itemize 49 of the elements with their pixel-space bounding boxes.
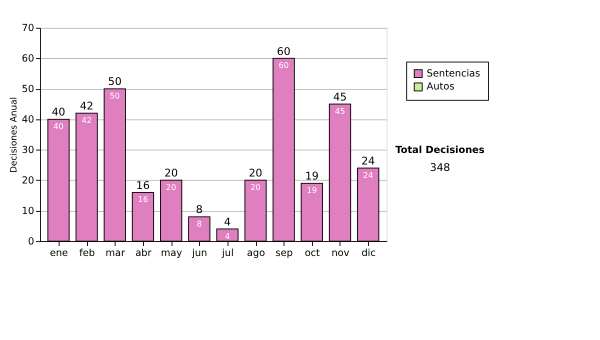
data-label: 20 bbox=[166, 182, 176, 192]
data-label: 40 bbox=[53, 122, 64, 132]
y-tick-label: 50 bbox=[22, 84, 34, 95]
y-tick-label: 30 bbox=[22, 144, 34, 156]
x-tick-label: sep bbox=[276, 248, 293, 259]
y-tick-label: 10 bbox=[22, 206, 34, 217]
total-label: 42 bbox=[80, 100, 94, 113]
x-tick-label: jul bbox=[221, 248, 234, 259]
data-label: 8 bbox=[196, 220, 202, 229]
data-label: 16 bbox=[138, 195, 148, 204]
total-label: 4 bbox=[224, 215, 232, 228]
total-label: 50 bbox=[108, 75, 122, 88]
y-tick-label: 60 bbox=[22, 53, 34, 64]
x-tick-label: ene bbox=[50, 248, 68, 259]
total-label: 45 bbox=[333, 90, 347, 104]
data-label: 60 bbox=[278, 61, 289, 70]
x-tick-label: nov bbox=[331, 248, 350, 259]
y-tick-label: 0 bbox=[28, 236, 34, 248]
y-tick-label: 40 bbox=[22, 114, 34, 126]
total-label: 19 bbox=[305, 170, 319, 183]
x-tick-label: dic bbox=[361, 248, 376, 259]
x-tick-label: oct bbox=[304, 248, 320, 259]
data-label: 4 bbox=[224, 232, 230, 241]
data-label: 42 bbox=[82, 116, 92, 125]
total-label: 8 bbox=[196, 203, 203, 216]
data-label: 20 bbox=[250, 182, 261, 192]
text: Total Decisiones bbox=[395, 145, 485, 156]
total-label: 60 bbox=[276, 44, 291, 58]
data-label: 19 bbox=[306, 186, 317, 196]
data-label: 50 bbox=[110, 92, 120, 101]
x-tick-label: jun bbox=[191, 248, 208, 259]
x-tick-label: ago bbox=[246, 248, 266, 259]
total-label: 20 bbox=[248, 166, 263, 180]
data-label: 45 bbox=[334, 106, 346, 116]
text: 348 bbox=[430, 160, 450, 174]
x-tick-label: abr bbox=[135, 248, 152, 259]
total-label: 24 bbox=[361, 154, 376, 168]
total-label: 16 bbox=[136, 178, 150, 192]
total-label: 40 bbox=[52, 106, 66, 119]
x-tick-label: mar bbox=[106, 248, 126, 259]
legend-label: Sentencias bbox=[426, 68, 480, 80]
y-tick-label: 20 bbox=[22, 175, 34, 186]
legend-label: Autos bbox=[426, 82, 454, 93]
x-tick-label: feb bbox=[79, 248, 95, 259]
data-label: 24 bbox=[363, 170, 374, 180]
y-axis-title: Decisiones Anual bbox=[9, 96, 20, 173]
x-tick-label: may bbox=[160, 248, 182, 259]
y-tick-label: 70 bbox=[22, 22, 34, 34]
total-label: 20 bbox=[164, 166, 178, 180]
